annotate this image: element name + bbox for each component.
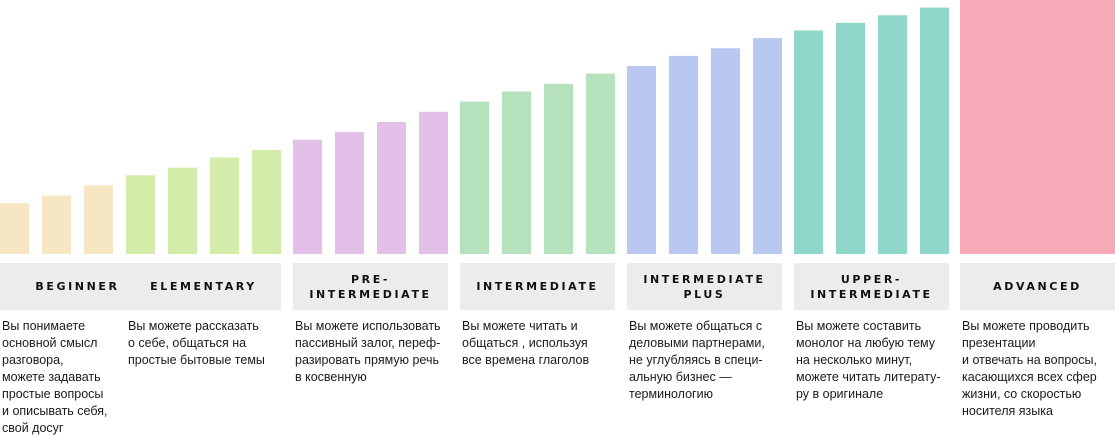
bar-3-2 [335,132,364,254]
bar-1-1 [0,203,29,254]
level-description: Вы можете использовать пассивный залог, … [295,319,441,384]
level-label: INTERMEDIATE [476,280,599,293]
bar-1-3 [84,185,113,254]
level-label: BEGINNER [35,280,120,293]
level-description: Вы можете читать и общаться , используя … [462,319,590,367]
level-label: PRE- INTERMEDIATE [309,272,432,301]
level-description: Вы можете рассказать о себе, общаться на… [128,319,265,367]
bar-5-2 [669,55,698,254]
bar-3-3 [377,121,406,254]
bar-5-1 [627,66,656,254]
bar-6-2 [836,22,865,254]
level-description: Вы можете составить монолог на любую тем… [796,319,941,401]
level-box-5: INTERMEDIATE PLUS [627,263,782,310]
bar-5-3 [711,48,740,254]
bar-1-2 [42,195,71,254]
level-label: ADVANCED [993,280,1082,293]
bar-2-4 [252,149,281,254]
level-label: UPPER- INTERMEDIATE [810,272,933,301]
level-box-4: INTERMEDIATE [460,263,615,310]
level-label: INTERMEDIATE PLUS [643,272,766,301]
bar-7-1 [960,0,1115,254]
level-box-7: ADVANCED [960,263,1115,310]
level-label: ELEMENTARY [150,280,257,293]
bar-3-1 [293,139,322,254]
level-description: Вы можете общаться с деловыми партнерами… [629,319,765,401]
level-box-3: PRE- INTERMEDIATE [293,263,448,310]
bar-5-4 [753,38,782,254]
level-bars-chart [0,0,1115,254]
level-box-6: UPPER- INTERMEDIATE [794,263,949,310]
bar-6-1 [794,30,823,254]
bar-6-3 [878,15,907,254]
bar-3-4 [419,111,448,254]
bar-4-3 [544,83,573,254]
bar-2-2 [168,167,197,254]
bar-6-4 [920,7,949,254]
bar-4-2 [502,91,531,254]
bar-4-1 [460,101,489,254]
bar-4-4 [586,73,615,254]
bar-2-3 [210,157,239,254]
level-description: Вы можете проводить презентации и отвеча… [962,319,1097,418]
bar-2-1 [126,175,155,254]
level-box-2: ELEMENTARY [126,263,281,310]
